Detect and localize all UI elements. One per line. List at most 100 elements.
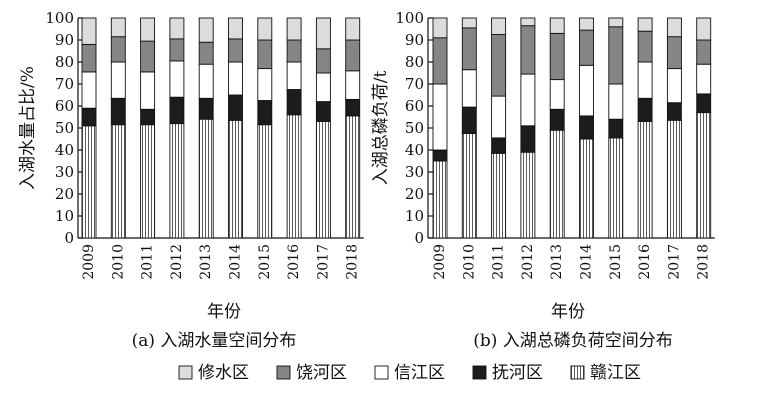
panel-a-x-tick-label: 2016 <box>286 244 302 280</box>
panel-a-y-tick-label: 70 <box>55 75 74 93</box>
panel-b-bar-2016-信江区 <box>637 61 653 99</box>
panel-a-bar-2018-赣江区 <box>345 115 361 239</box>
panel-b-bar-2011-抚河区 <box>491 137 507 154</box>
legend-swatch-ganjiang <box>570 365 585 380</box>
panel-a-bar-2017-信江区 <box>315 72 331 103</box>
panel-a-x-tick-label: 2014 <box>228 244 244 280</box>
panel-a-bar-2010-赣江区 <box>110 124 126 239</box>
panel-b-y-tick-label: 90 <box>405 31 424 49</box>
panel-b-x-tick-label: 2010 <box>461 244 477 280</box>
panel-a-bar-2013-信江区 <box>198 63 214 99</box>
panel-a-bar-2014-抚河区 <box>228 94 243 121</box>
panel-b-bar-2015-抚河区 <box>608 118 624 139</box>
panel-a-bar-2016-修水区 <box>286 17 302 41</box>
legend-swatch-fuhe <box>472 365 487 380</box>
panel-b-caption: (b) 入湖总磷负荷空间分布 <box>473 331 673 351</box>
panel-a-bar-2009-赣江区 <box>81 125 97 239</box>
panel-a-bar-2011-饶河区 <box>140 40 156 73</box>
legend-label-ganjiang: 赣江区 <box>590 363 641 383</box>
panel-b-bar-2010-信江区 <box>461 69 477 108</box>
panel-b-x-tick-label: 2009 <box>432 244 448 280</box>
panel-a-bars <box>81 17 361 239</box>
panel-a-bar-2016-饶河区 <box>286 39 302 63</box>
panel-b-y-axis-title: 入湖总磷负荷/t <box>371 71 391 186</box>
panel-b-bar-2015-饶河区 <box>608 26 624 85</box>
panel-b-y-tick-label: 40 <box>405 141 424 159</box>
panel-a-bar-2017-赣江区 <box>315 120 331 239</box>
legend-swatch-raohe <box>276 365 291 380</box>
panel-b-bar-2017-修水区 <box>666 17 682 38</box>
panel-a-y-tick-label: 60 <box>55 97 74 115</box>
panel-a-bar-2018-抚河区 <box>345 98 361 117</box>
panel-a-x-ticks: 2009 2010 2011 2012 2013 2014 2015 2016 2017 2018 <box>81 244 361 280</box>
legend-swatch-xiushui <box>178 365 193 380</box>
panel-a-x-tick-label: 2011 <box>140 244 156 280</box>
panel-b-x-tick-label: 2015 <box>608 244 624 280</box>
panel-phosphorus-load: 入湖总磷负荷/t 0 10 20 30 40 50 60 70 80 90 100 2009 2010… <box>371 9 715 351</box>
panel-a-bar-2012-饶河区 <box>169 38 185 62</box>
panel-b-bar-2013-赣江区 <box>549 129 565 239</box>
panel-b-bar-2017-抚河区 <box>666 102 682 121</box>
panel-b-x-tick-label: 2011 <box>491 244 507 280</box>
panel-b-bar-2014-修水区 <box>579 17 594 31</box>
panel-b-bar-2011-饶河区 <box>491 34 507 97</box>
panel-b-y-tick-label: 70 <box>405 75 424 93</box>
panel-a-bar-2016-信江区 <box>286 61 302 90</box>
panel-b-x-tick-label: 2017 <box>666 244 682 280</box>
panel-b-bar-2010-修水区 <box>461 17 477 29</box>
panel-a-caption: (a) 入湖水量空间分布 <box>132 331 297 351</box>
panel-b-x-ticks: 2009 2010 2011 2012 2013 2014 2015 2016 2017 2018 <box>432 244 712 280</box>
panel-a-bar-2013-修水区 <box>198 17 214 43</box>
panel-b-bar-2015-信江区 <box>608 83 624 120</box>
panel-b-x-tick-label: 2013 <box>549 244 565 280</box>
panel-b-x-tick-label: 2012 <box>520 244 536 280</box>
panel-a-bar-2018-修水区 <box>345 17 361 41</box>
panel-b-bar-2012-赣江区 <box>520 151 536 239</box>
panel-a-y-tick-label: 30 <box>55 163 74 181</box>
panel-b-x-tick-label: 2016 <box>637 244 653 280</box>
panel-b-bar-2014-饶河区 <box>579 29 594 66</box>
panel-a-bar-2014-信江区 <box>228 61 243 96</box>
panel-a-bar-2018-信江区 <box>345 70 361 100</box>
panel-a-bar-2015-修水区 <box>257 17 273 41</box>
panel-a-y-tick-label: 50 <box>55 119 74 137</box>
legend-label-fuhe: 抚河区 <box>492 363 543 383</box>
legend-label-xinjiang: 信江区 <box>394 363 445 383</box>
panel-b-bar-2015-赣江区 <box>608 137 624 239</box>
panel-a-y-tick-label: 0 <box>64 229 74 247</box>
panel-b-bar-2010-抚河区 <box>461 106 477 134</box>
panel-a-bar-2017-抚河区 <box>315 101 331 122</box>
legend: 修水区 饶河区 信江区 抚河区 赣江区 <box>178 363 641 383</box>
panel-b-bar-2016-赣江区 <box>637 120 653 239</box>
panel-b-bar-2018-信江区 <box>696 63 712 95</box>
panel-b-bar-2013-抚河区 <box>549 108 565 131</box>
panel-a-bar-2017-修水区 <box>315 17 331 50</box>
panel-a-bar-2011-修水区 <box>140 17 156 42</box>
panel-a-bar-2012-赣江区 <box>169 123 185 239</box>
panel-a-bar-2015-赣江区 <box>257 124 273 239</box>
panel-b-bar-2018-抚河区 <box>696 93 712 114</box>
panel-b-bar-2014-信江区 <box>579 64 594 117</box>
panel-b-bar-2016-抚河区 <box>637 97 653 122</box>
legend-label-xiushui: 修水区 <box>198 363 249 383</box>
panel-b-bar-2017-赣江区 <box>666 119 682 239</box>
panel-a-bar-2014-饶河区 <box>228 38 243 63</box>
panel-a-bar-2015-抚河区 <box>257 100 273 126</box>
panel-b-bar-2014-赣江区 <box>579 138 594 239</box>
panel-b-y-ticks: 0 10 20 30 40 50 60 70 80 90 100 <box>395 9 715 247</box>
panel-b-x-tick-label: 2018 <box>696 244 712 280</box>
panel-a-x-axis-title: 年份 <box>207 302 241 322</box>
panel-a-bar-2017-饶河区 <box>315 48 331 74</box>
panel-b-bar-2016-饶河区 <box>637 30 653 63</box>
panel-a-y-tick-label: 90 <box>55 31 74 49</box>
panel-b-y-tick-label: 30 <box>405 163 424 181</box>
panel-b-bar-2016-修水区 <box>637 17 653 32</box>
panel-a-bar-2016-抚河区 <box>286 89 302 116</box>
panel-b-bar-2011-修水区 <box>491 17 507 35</box>
panel-a-bar-2014-赣江区 <box>228 119 243 239</box>
panel-a-bar-2009-信江区 <box>81 71 97 109</box>
panel-a-bar-2012-修水区 <box>169 17 185 40</box>
panel-a-bar-2012-信江区 <box>169 60 185 98</box>
panel-b-y-tick-label: 80 <box>405 53 424 71</box>
